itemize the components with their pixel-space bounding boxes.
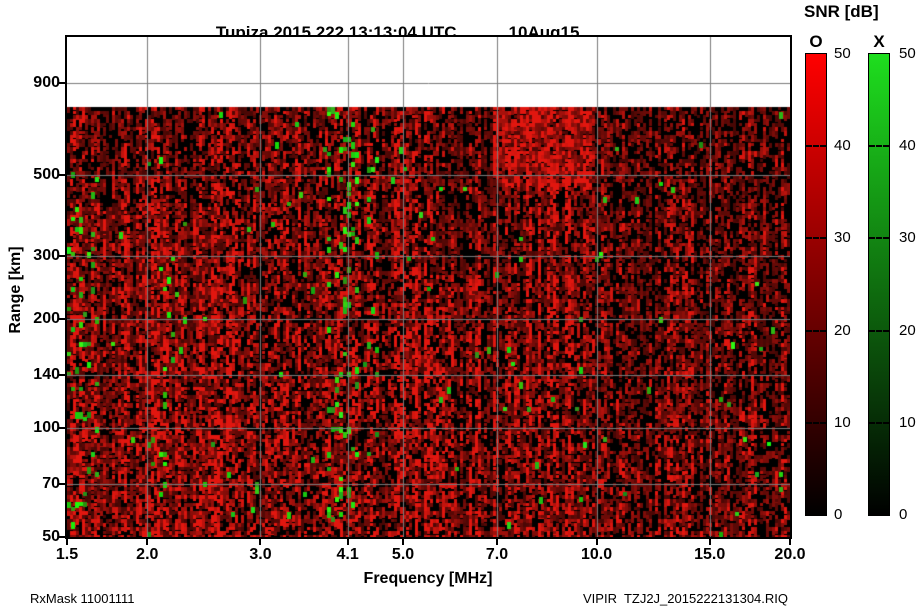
colorbar-o-label: O [809, 32, 823, 51]
colorbar-tick-dash [806, 145, 826, 148]
y-axis-tick [59, 374, 65, 377]
x-axis-label: Frequency [MHz] [363, 570, 493, 587]
colorbar-tick-label: 0 [834, 506, 843, 523]
colorbar-tick-label: 30 [899, 229, 916, 247]
y-tick-label: 100 [33, 419, 60, 437]
x-axis-tick [346, 539, 349, 545]
colorbar-tick-label: 20 [834, 321, 851, 339]
colorbar-tick-label: 10 [834, 413, 851, 431]
x-tick-label: 4.1 [336, 546, 359, 563]
x-tick-label: 3.0 [249, 546, 272, 563]
x-tick-label: 5.0 [391, 546, 415, 563]
colorbar-tick-dash [806, 421, 826, 424]
colorbar-tick-label: 20 [899, 321, 916, 339]
ionogram-heatmap [67, 37, 790, 537]
y-tick-label: 900 [33, 73, 60, 91]
colorbar-title: SNR [dB] [804, 2, 879, 21]
colorbar-tick-label: 0 [899, 506, 908, 523]
x-tick-label: 1.5 [55, 546, 79, 563]
colorbar-tick-label: 40 [899, 137, 916, 155]
x-axis-tick [495, 539, 498, 545]
colorbar-tick-label: 50 [834, 45, 851, 62]
colorbar-tick-dash [806, 237, 826, 240]
filename-text: VIPIR TZJ2J_2015222131304.RIQ [583, 591, 788, 606]
x-tick-label: 15.0 [694, 546, 726, 563]
x-axis-tick [402, 539, 405, 545]
plot-frame [65, 35, 792, 539]
y-tick-label: 140 [33, 366, 60, 384]
y-tick-label: 500 [33, 166, 60, 184]
x-tick-label: 20.0 [774, 546, 806, 563]
colorbar-tick-label: 30 [834, 229, 851, 247]
x-tick-label: 10.0 [580, 546, 613, 563]
colorbar-o [805, 53, 827, 516]
x-tick-label: 2.0 [136, 546, 159, 563]
x-axis-tick [789, 539, 791, 545]
y-axis-tick [59, 483, 65, 486]
x-tick-label: 7.0 [485, 546, 509, 563]
colorbar-tick-dash [869, 145, 889, 148]
colorbar-x-label: X [873, 32, 885, 51]
colorbar-tick-dash [869, 329, 889, 332]
y-tick-label: 70 [42, 475, 60, 493]
y-axis-tick [59, 427, 65, 430]
y-tick-label: 200 [33, 310, 60, 328]
y-axis-tick [59, 174, 65, 177]
y-tick-label: 50 [42, 528, 60, 545]
x-axis-tick [259, 539, 262, 545]
y-tick-label: 300 [33, 246, 60, 264]
colorbar-tick-label: 50 [899, 45, 916, 62]
y-axis-tick [59, 318, 65, 321]
y-axis-tick [59, 536, 65, 538]
colorbar-tick-label: 40 [834, 137, 851, 155]
x-axis-tick [595, 539, 598, 545]
y-axis-tick [59, 254, 65, 257]
y-axis-tick [59, 81, 65, 84]
x-axis-tick [146, 539, 149, 545]
colorbar-tick-dash [806, 329, 826, 332]
colorbar-tick-label: 10 [899, 413, 916, 431]
x-axis-tick [708, 539, 711, 545]
colorbar-x [868, 53, 890, 516]
colorbar-tick-dash [869, 421, 889, 424]
colorbar-tick-dash [869, 237, 889, 240]
x-axis-tick [66, 539, 68, 545]
rxmask-text: RxMask 11001111 [30, 591, 135, 606]
